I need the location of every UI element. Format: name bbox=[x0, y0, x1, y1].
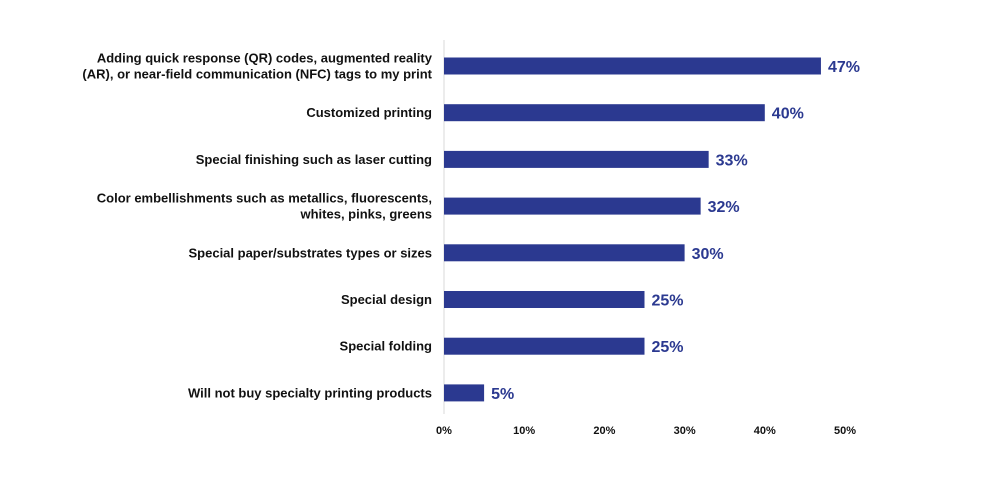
bar-3 bbox=[444, 150, 709, 168]
x-tick-label-2: 10% bbox=[513, 425, 535, 437]
category-label-5: Special paper/substrates types or sizes bbox=[189, 245, 433, 260]
x-tick-label-5: 40% bbox=[754, 425, 776, 437]
data-label-5: 30% bbox=[692, 246, 724, 263]
data-label-2: 40% bbox=[772, 106, 804, 123]
x-tick-label-6: 50% bbox=[834, 425, 856, 437]
bar-2 bbox=[444, 104, 765, 122]
x-tick-label-1: 0% bbox=[436, 425, 452, 437]
bar-4 bbox=[444, 197, 701, 215]
category-labels-group: Adding quick response (QR) codes, augmen… bbox=[82, 51, 432, 401]
bar-1 bbox=[444, 57, 821, 75]
data-label-6: 25% bbox=[652, 293, 684, 310]
bar-7 bbox=[444, 337, 645, 355]
bar-6 bbox=[444, 291, 645, 308]
bars-group bbox=[444, 57, 821, 402]
category-label-6: Special design bbox=[341, 292, 432, 307]
data-label-8: 5% bbox=[491, 386, 514, 403]
data-labels-group: 47% 40% 33% 32% 30% 25% 25% 5% bbox=[491, 59, 860, 403]
x-tick-labels-group: 0% 10% 20% 30% 40% 50% bbox=[436, 425, 856, 437]
x-tick-label-3: 20% bbox=[593, 425, 615, 437]
bar-5 bbox=[444, 244, 685, 262]
data-label-4: 32% bbox=[708, 199, 740, 216]
data-label-7: 25% bbox=[652, 339, 684, 356]
category-label-2: Customized printing bbox=[306, 105, 432, 120]
x-tick-label-4: 30% bbox=[674, 425, 696, 437]
category-label-3: Special finishing such as laser cutting bbox=[196, 152, 432, 167]
bar-8 bbox=[444, 384, 485, 402]
category-label-8: Will not buy specialty printing products bbox=[188, 385, 432, 400]
data-label-3: 33% bbox=[716, 152, 748, 169]
category-label-7: Special folding bbox=[340, 339, 433, 354]
data-label-1: 47% bbox=[828, 59, 860, 76]
category-label-1: Adding quick response (QR) codes, augmen… bbox=[82, 51, 432, 82]
category-label-4: Color embellishments such as metallics, … bbox=[97, 191, 432, 222]
